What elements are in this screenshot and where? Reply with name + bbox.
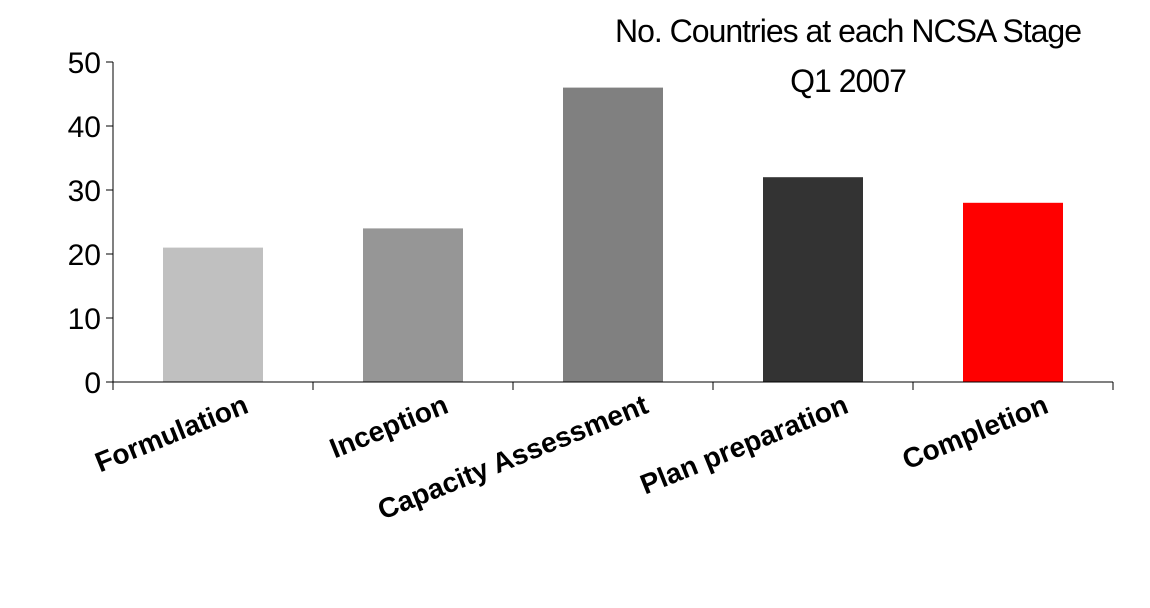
chart-title: No. Countries at each NCSA Stage bbox=[615, 13, 1081, 49]
y-tick-label: 40 bbox=[68, 111, 101, 144]
x-tick-label: Formulation bbox=[91, 389, 253, 478]
x-tick-label: Completion bbox=[898, 389, 1052, 475]
bar bbox=[763, 177, 863, 382]
bars bbox=[163, 87, 1063, 382]
x-tick-label: Plan preparation bbox=[636, 389, 852, 501]
chart-subtitle: Q1 2007 bbox=[790, 63, 906, 99]
x-tick-label: Inception bbox=[325, 389, 452, 464]
y-tick-label: 20 bbox=[68, 239, 101, 272]
bar bbox=[963, 202, 1063, 382]
y-tick-label: 10 bbox=[68, 303, 101, 336]
y-tick-label: 50 bbox=[68, 47, 101, 80]
bar bbox=[563, 87, 663, 382]
bar bbox=[163, 247, 263, 382]
bar bbox=[363, 228, 463, 382]
y-tick-label: 0 bbox=[84, 367, 101, 400]
y-tick-label: 30 bbox=[68, 175, 101, 208]
y-axis: 0 10 20 30 40 50 bbox=[68, 47, 114, 400]
